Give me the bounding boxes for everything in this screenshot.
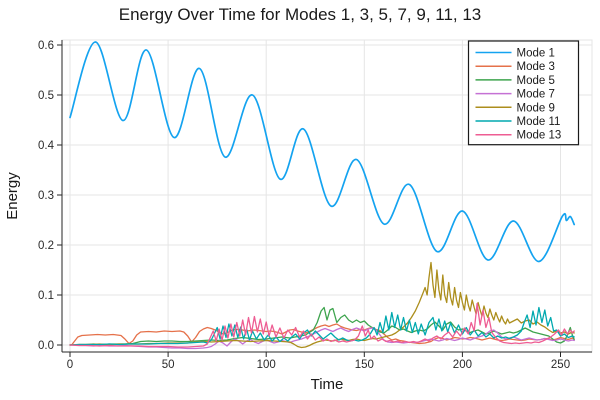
y-tick-label: 0.4 [38,140,55,152]
x-axis-label: Time [311,376,344,393]
x-tick-label: 150 [355,359,374,371]
y-tick-label: 0.3 [38,190,54,202]
x-tick-label: 50 [162,359,175,371]
x-tick-label: 200 [453,359,472,371]
legend-entry-label: Mode 7 [517,89,555,101]
y-tick-label: 0.1 [38,290,54,302]
chart-title: Energy Over Time for Modes 1, 3, 5, 7, 9… [119,5,482,24]
legend-entry-label: Mode 3 [517,61,555,73]
y-tick-label: 0.0 [38,340,54,352]
y-tick-label: 0.6 [38,40,54,52]
legend-entry-label: Mode 5 [517,75,555,87]
x-tick-label: 100 [257,359,276,371]
legend-entry-label: Mode 13 [517,130,562,142]
series-line-mode-1 [69,41,576,263]
series-line-mode-5 [69,306,575,346]
y-tick-label: 0.2 [38,240,54,252]
series-line-mode-9 [69,261,575,349]
x-tick-label: 0 [67,359,73,371]
y-tick-label: 0.5 [38,90,54,102]
series-line-mode-13 [69,302,575,348]
legend-entry-label: Mode 9 [517,102,555,114]
legend-entry-label: Mode 1 [517,48,555,60]
y-axis-label: Energy [4,172,21,220]
data-series [69,41,576,350]
legend-entry-label: Mode 11 [517,116,561,128]
x-tick-label: 250 [551,359,570,371]
axes-ticks: 0 50 100 150 200 250 0.0 0.1 0.2 0.3 0.4 0.5 0.6 [38,40,592,371]
series-line-mode-11 [69,306,575,346]
